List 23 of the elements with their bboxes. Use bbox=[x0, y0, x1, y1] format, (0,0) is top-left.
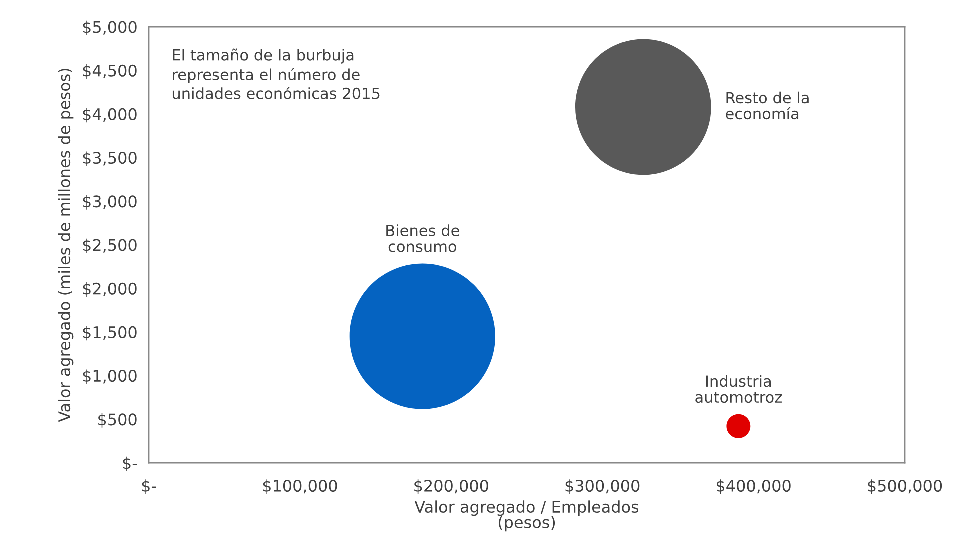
y-tick-label: $4,500 bbox=[83, 64, 137, 80]
y-tick-label: $- bbox=[123, 456, 138, 472]
annotation: El tamaño de la burbuja representa el número de unidades económicas 2015 bbox=[172, 48, 380, 100]
y-tick-label: $2,000 bbox=[83, 282, 137, 298]
y-tick-label: $1,500 bbox=[83, 326, 137, 341]
series-label: Industria automotroz bbox=[696, 375, 782, 404]
y-tick-label: $2,500 bbox=[83, 238, 137, 254]
series-label: Resto de la economía bbox=[726, 92, 809, 120]
x-tick-label: $100,000 bbox=[263, 480, 338, 494]
y-tick-label: $500 bbox=[98, 413, 137, 428]
x-axis-title: Valor agregado / Empleados (pesos) bbox=[414, 500, 639, 532]
x-tick-label: $300,000 bbox=[566, 480, 640, 494]
x-tick-label: $400,000 bbox=[717, 480, 791, 494]
x-tick-label: $200,000 bbox=[414, 480, 488, 494]
y-tick-label: $1,000 bbox=[83, 370, 137, 384]
y-tick-label: $4,000 bbox=[83, 108, 137, 123]
y-tick-label: $3,500 bbox=[83, 152, 137, 166]
y-tick-label: $3,000 bbox=[83, 195, 137, 210]
x-tick-label: $- bbox=[142, 480, 156, 494]
series-label: Bienes de consumo bbox=[386, 224, 460, 252]
y-axis-title: Valor agregado (miles de millones de pesos) bbox=[58, 68, 74, 422]
x-tick-label: $500,000 bbox=[868, 480, 942, 494]
y-tick-label: $5,000 bbox=[83, 20, 137, 36]
